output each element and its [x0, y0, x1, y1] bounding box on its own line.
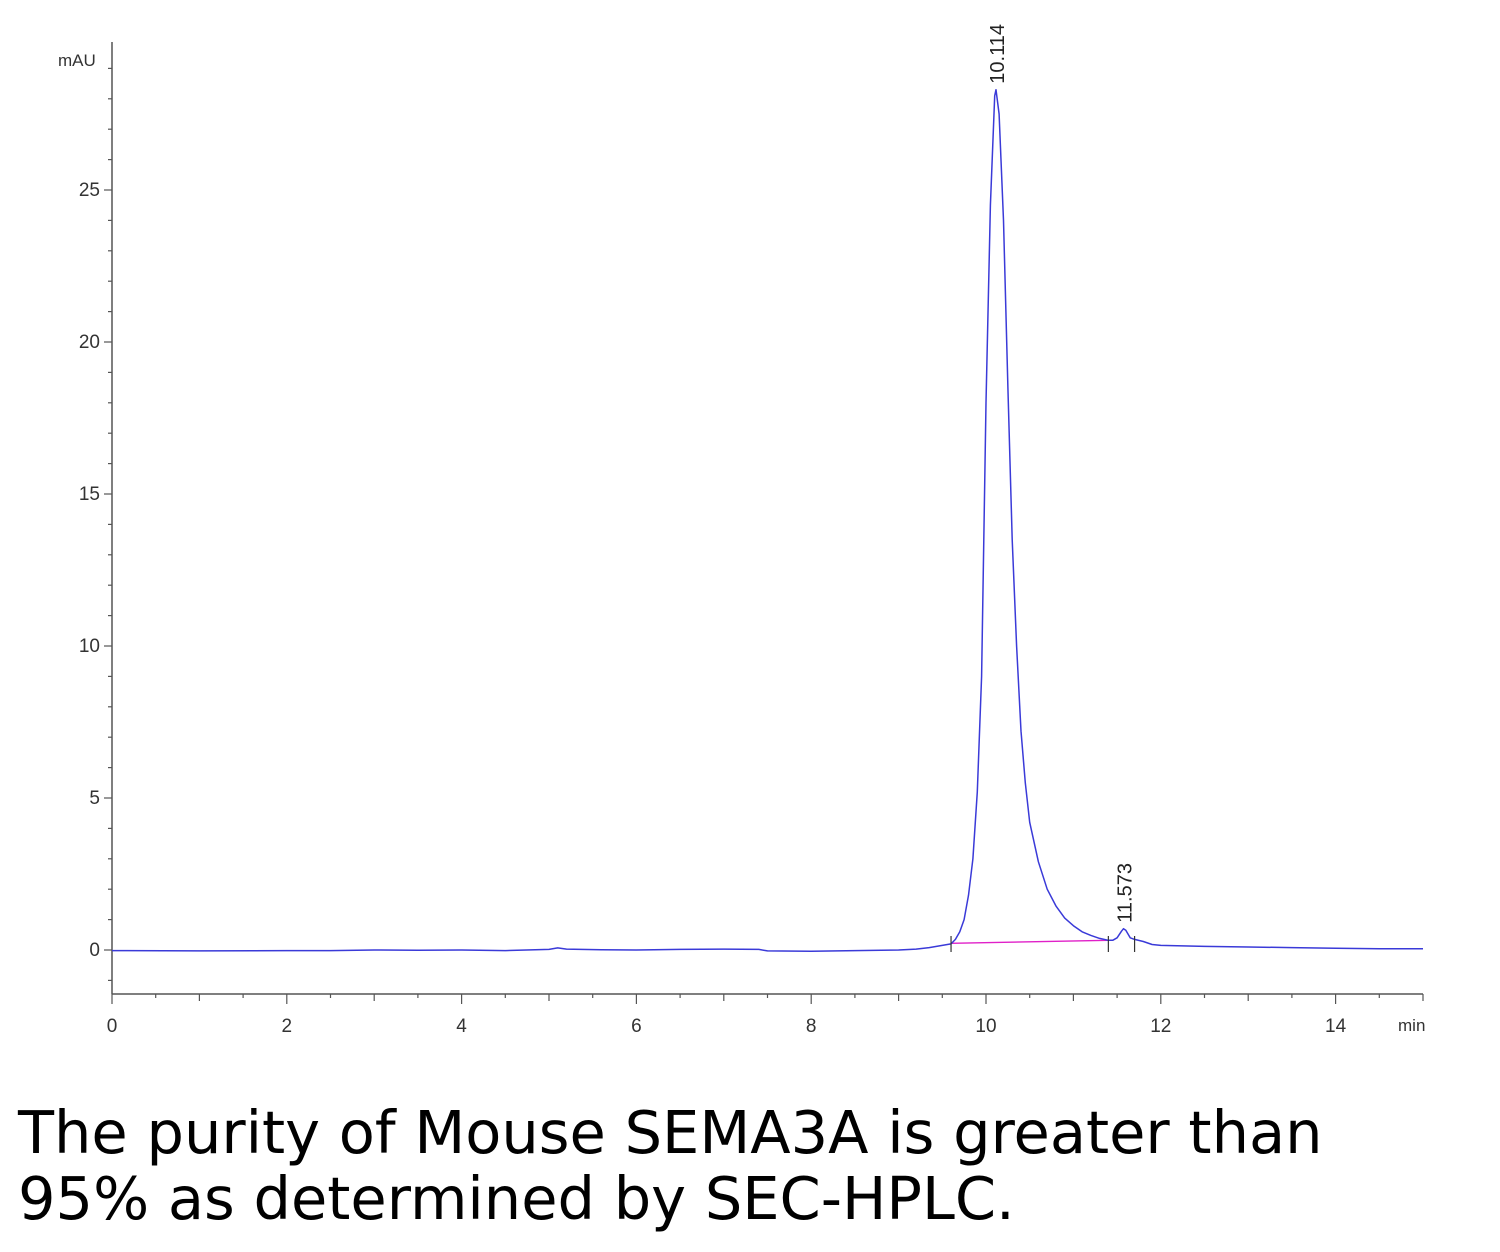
x-tick-label: 4	[456, 1016, 467, 1037]
y-tick-label: 25	[79, 180, 100, 201]
x-tick-label: 10	[975, 1016, 996, 1037]
x-tick-label: 14	[1325, 1016, 1347, 1037]
x-tick-label: 12	[1150, 1016, 1171, 1037]
y-tick-label: 20	[79, 332, 100, 353]
peak-label: 11.573	[1114, 863, 1136, 923]
caption-line-1: The purity of Mouse SEMA3A is greater th…	[18, 1098, 1323, 1167]
integration-baseline	[951, 939, 1109, 945]
y-tick-label: 0	[89, 940, 100, 961]
x-tick-label: 8	[806, 1016, 817, 1037]
peak-label: 10.114	[987, 24, 1009, 84]
axes	[111, 42, 1423, 995]
x-tick-label: 0	[107, 1016, 118, 1037]
plot-area: 10.114 11.573	[111, 24, 1423, 952]
purity-caption: The purity of Mouse SEMA3A is greater th…	[18, 1100, 1478, 1232]
caption-line-2: 95% as determined by SEC-HPLC.	[18, 1164, 1015, 1233]
x-tick-label: 6	[631, 1016, 642, 1037]
axis-ticks: 0 5 10 15 20 25 0 2 4 6 8 10 12 14	[79, 67, 1424, 1037]
x-axis-label: min	[1398, 1016, 1425, 1035]
y-tick-label: 15	[79, 484, 100, 505]
x-tick-label: 2	[282, 1016, 293, 1037]
signal-trace	[111, 88, 1423, 952]
y-tick-label: 10	[79, 636, 100, 657]
y-tick-label: 5	[89, 788, 100, 809]
chromatogram-chart: 0 5 10 15 20 25 0 2 4 6 8 10 12 14 10.114 11.573 mAU m…	[58, 24, 1425, 1037]
axis-labels: mAU min	[58, 51, 1425, 1035]
y-axis-label: mAU	[58, 51, 96, 70]
